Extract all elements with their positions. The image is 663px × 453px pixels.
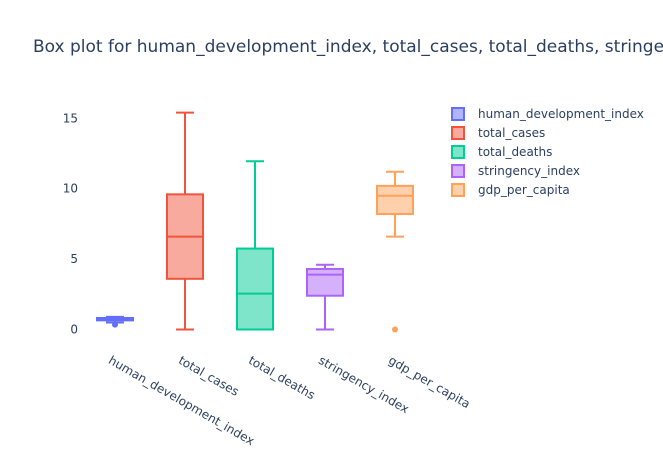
- y-tick-label: 5: [70, 252, 78, 266]
- y-tick-label: 10: [63, 182, 78, 196]
- legend-label: gdp_per_capita: [478, 183, 570, 197]
- legend-label: total_deaths: [478, 145, 552, 159]
- legend-label: human_development_index: [478, 107, 644, 121]
- legend-swatch: [451, 107, 465, 121]
- legend-label: total_cases: [478, 126, 545, 140]
- legend-swatch: [451, 164, 465, 178]
- chart-title: Box plot for human_development_index, to…: [33, 37, 663, 57]
- box: [376, 184, 414, 216]
- legend-swatch: [451, 183, 465, 197]
- y-tick-label: 0: [70, 323, 78, 337]
- legend-label: stringency_index: [478, 164, 580, 178]
- y-tick-label: 15: [63, 111, 78, 125]
- outlier: [392, 326, 398, 333]
- box: [236, 247, 274, 331]
- legend-swatch: [451, 126, 465, 140]
- legend-swatch: [451, 145, 465, 159]
- outlier: [112, 321, 118, 328]
- box: [306, 267, 344, 297]
